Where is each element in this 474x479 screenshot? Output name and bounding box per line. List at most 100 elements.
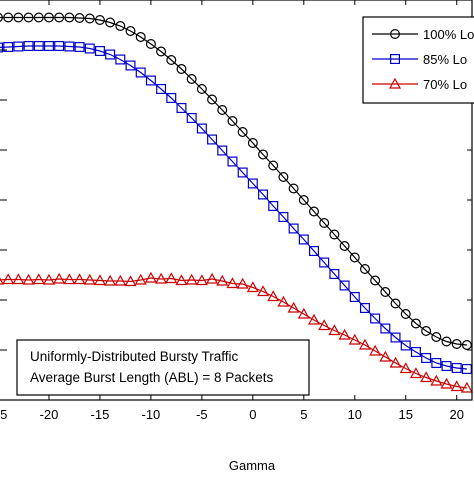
series-triangle [0,271,472,393]
data-point-square [410,347,421,358]
data-point-circle [247,138,258,149]
data-point-triangle [185,273,198,285]
data-point-square [105,49,116,60]
data-point-circle [339,241,350,252]
data-point-triangle [236,277,249,289]
data-point-triangle [0,277,5,285]
data-point-triangle [399,362,412,374]
data-point-circle [84,13,95,24]
data-point-square [3,41,14,52]
data-point-triangle [73,273,86,285]
data-point-triangle [155,272,168,284]
data-point-triangle [430,374,443,386]
data-point-square [258,189,269,200]
data-point-triangle [318,319,331,331]
data-point-circle [319,218,330,229]
data-point-triangle [257,285,270,297]
data-point-triangle [2,273,15,285]
data-point-triangle [409,367,422,379]
data-point-triangle [307,313,321,325]
data-point-square [441,361,452,372]
data-point-circle [298,195,309,206]
data-point-circle [359,264,370,275]
data-point-circle [349,252,360,263]
data-point-circle [74,13,85,24]
data-point-circle [0,12,3,23]
annotation-box: Uniformly-Distributed Bursty Traffic Ave… [16,339,310,396]
data-point-circle [268,160,279,171]
series-layer [0,12,472,393]
data-point-circle [380,287,391,298]
data-point-square [237,167,248,178]
data-point-square [94,45,105,56]
data-point-circle [227,115,238,126]
data-point-circle [33,12,44,23]
data-point-square [43,40,54,51]
data-point-circle [461,340,472,351]
data-point-square [33,40,44,51]
data-point-triangle [104,274,117,286]
series-square [0,40,472,375]
x-tick-label: 20 [449,407,463,422]
data-point-triangle [195,274,208,286]
data-point-square [0,42,4,53]
data-point-triangle [440,377,453,389]
data-point-circle [237,126,248,137]
data-point-circle [64,12,75,23]
data-point-square [64,41,75,52]
data-point-circle [390,298,401,309]
data-point-square [349,292,360,303]
data-point-triangle [369,344,382,356]
data-point-circle [3,12,14,23]
data-point-square [319,257,330,268]
data-point-triangle [124,275,137,287]
data-point-circle [135,31,146,42]
data-point-circle [309,206,320,217]
data-point-circle [166,54,177,65]
data-point-triangle [93,274,106,286]
data-point-triangle [216,274,229,286]
x-tick-labels: -25 -20 -15 -10 -5 0 5 10 15 20 [0,407,464,422]
data-point-circle [186,73,197,84]
legend-label: 100% Lo [423,27,474,42]
data-point-square [186,112,197,123]
data-point-triangle [134,273,147,285]
legend-marker-circle [390,29,401,40]
data-point-circle [115,21,126,32]
data-point-square [390,332,401,343]
data-point-square [156,83,167,94]
data-point-square [329,269,340,280]
data-point-circle [125,26,136,37]
data-point-square [176,102,187,113]
data-point-triangle [206,272,219,284]
data-point-square [217,145,228,156]
data-point-square [247,178,258,189]
data-point-circle [54,12,65,23]
legend-label: 85% Lo [423,52,467,67]
data-point-circle [156,46,167,57]
data-point-square [13,41,24,52]
data-point-square [380,323,391,334]
data-point-square [309,246,320,257]
legend-entries: 100% Lo 85% Lo 70% Lo [372,27,474,92]
data-point-square [400,340,411,351]
legend-marker-square [390,53,401,64]
data-point-circle [258,149,269,160]
data-point-circle [23,12,34,23]
data-point-square [207,134,218,145]
x-tick-label: 10 [348,407,362,422]
data-point-circle [421,326,432,337]
data-point-circle [278,172,289,183]
data-point-triangle [420,371,433,383]
legend-entry-square: 85% Lo [372,52,467,67]
data-point-square [431,358,442,369]
x-axis-label: Gamma [229,458,276,473]
data-point-circle [13,12,24,23]
data-point-circle [400,309,411,320]
data-point-circle [441,336,452,347]
data-point-triangle [358,338,371,350]
legend-entry-triangle: 70% Lo [372,77,467,92]
data-point-square [23,40,34,51]
data-point-triangle [348,333,361,345]
data-point-circle [217,104,228,115]
